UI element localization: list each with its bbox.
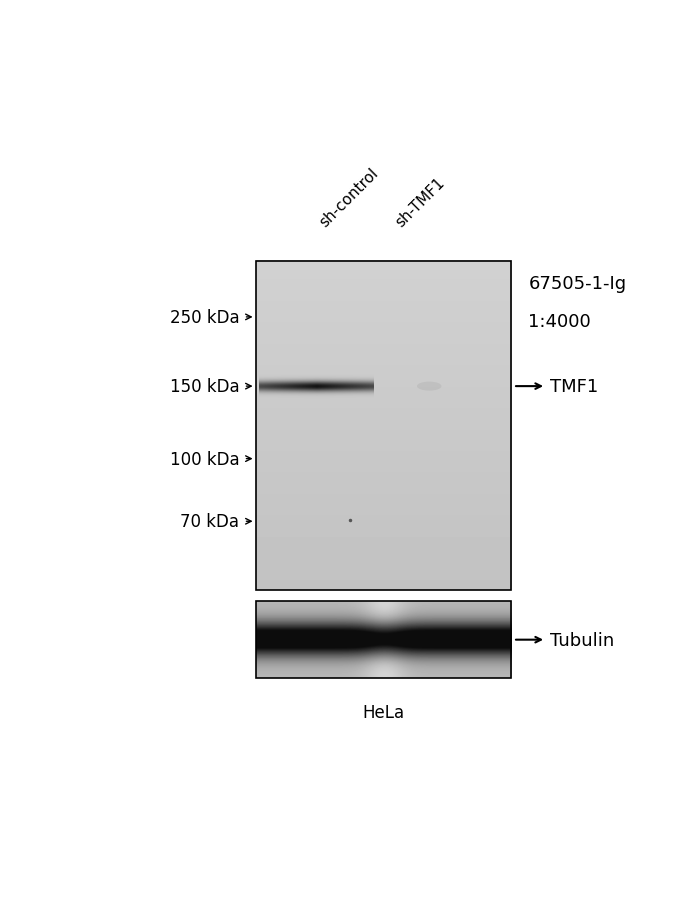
Text: 250 kDa: 250 kDa — [170, 308, 239, 327]
Text: 100 kDa: 100 kDa — [170, 450, 239, 468]
Text: 67505-1-Ig: 67505-1-Ig — [528, 275, 626, 293]
Text: WWW.PTGLAB.COM: WWW.PTGLAB.COM — [323, 334, 341, 531]
Bar — [256, 262, 511, 591]
Text: Tubulin: Tubulin — [550, 631, 614, 649]
Ellipse shape — [417, 382, 442, 391]
Text: 1:4000: 1:4000 — [528, 313, 592, 331]
Text: sh-TMF1: sh-TMF1 — [393, 175, 448, 230]
Text: TMF1: TMF1 — [550, 378, 598, 396]
Bar — [256, 602, 511, 678]
Text: HeLa: HeLa — [362, 704, 405, 722]
Text: sh-control: sh-control — [316, 166, 381, 230]
Text: 70 kDa: 70 kDa — [181, 512, 239, 530]
Text: 150 kDa: 150 kDa — [170, 378, 239, 396]
